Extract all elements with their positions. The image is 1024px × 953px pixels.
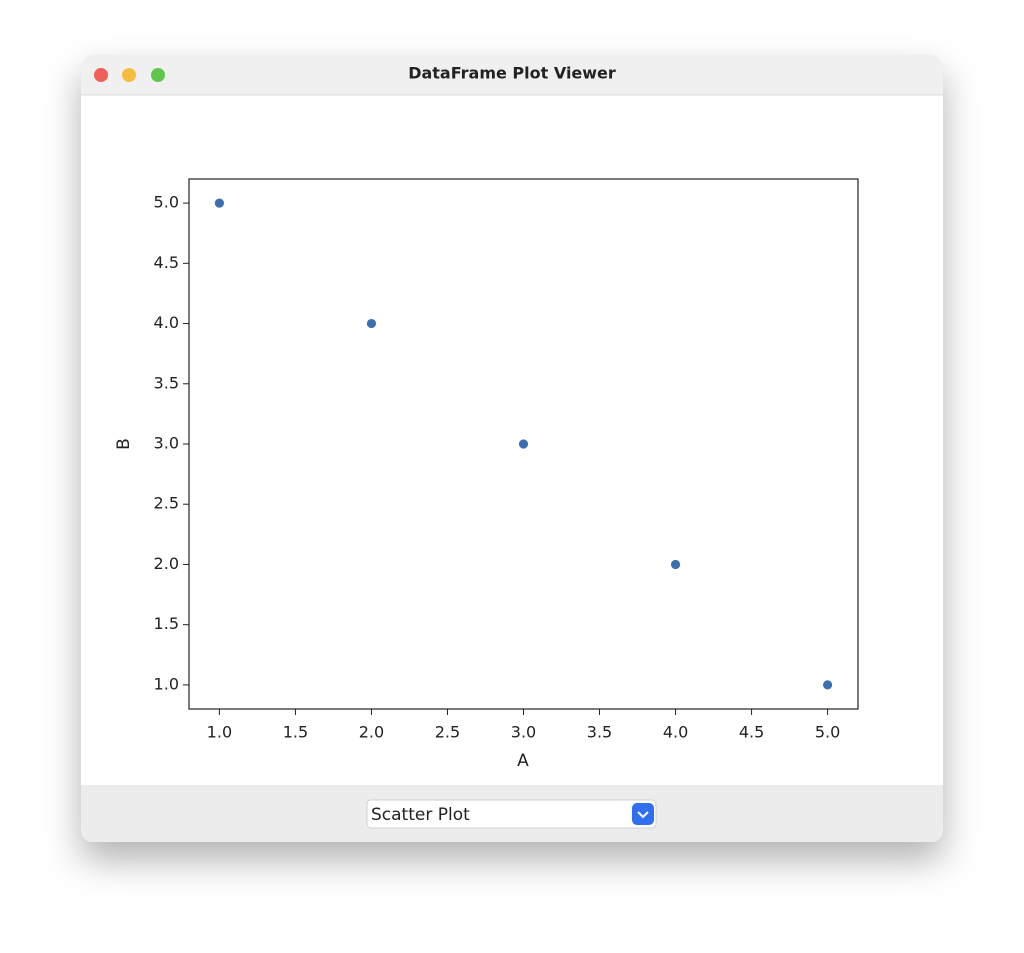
x-tick-label: 1.0 xyxy=(207,723,232,742)
title-bar xyxy=(81,55,943,95)
y-tick-label: 4.5 xyxy=(154,253,179,272)
y-tick-label: 3.0 xyxy=(154,434,179,453)
window xyxy=(81,55,943,842)
x-tick-label: 1.5 xyxy=(283,723,308,742)
y-axis-label: B xyxy=(114,438,134,450)
dropdown-box[interactable] xyxy=(366,799,657,829)
y-tick-label: 2.0 xyxy=(154,554,179,573)
y-tick-label: 4.0 xyxy=(154,313,179,332)
point xyxy=(366,318,377,329)
minimize-button[interactable] xyxy=(122,68,136,82)
point xyxy=(518,438,529,450)
x-tick-label: 4.0 xyxy=(663,723,688,742)
y-tick-label: 3.5 xyxy=(154,373,179,392)
x-tick-label: 3.5 xyxy=(587,723,612,742)
x-tick-label: 5.0 xyxy=(815,723,840,742)
y-tick-label: 1.5 xyxy=(154,614,179,633)
x-axis-label: A xyxy=(517,751,529,771)
zoom-button[interactable] xyxy=(151,68,165,82)
window-title: DataFrame Plot Viewer xyxy=(408,64,616,83)
x-tick-label: 3.0 xyxy=(511,723,536,742)
y-tick-label: 5.0 xyxy=(154,193,179,212)
dropdown-arrow-button[interactable] xyxy=(632,803,654,825)
dropdown-label: Scatter Plot xyxy=(371,805,470,825)
x-tick-label: 4.5 xyxy=(739,723,764,742)
point xyxy=(670,559,681,570)
point xyxy=(822,679,833,691)
close-button[interactable] xyxy=(94,68,108,82)
y-tick-label: 2.5 xyxy=(154,494,179,513)
y-tick-label: 1.0 xyxy=(154,674,179,693)
x-tick-label: 2.0 xyxy=(359,723,384,742)
point xyxy=(214,197,225,209)
dropdown-chevron xyxy=(637,811,649,819)
x-tick-label: 2.5 xyxy=(435,723,460,742)
plot-type-dropdown[interactable]: Scatter Plot xyxy=(366,799,657,829)
